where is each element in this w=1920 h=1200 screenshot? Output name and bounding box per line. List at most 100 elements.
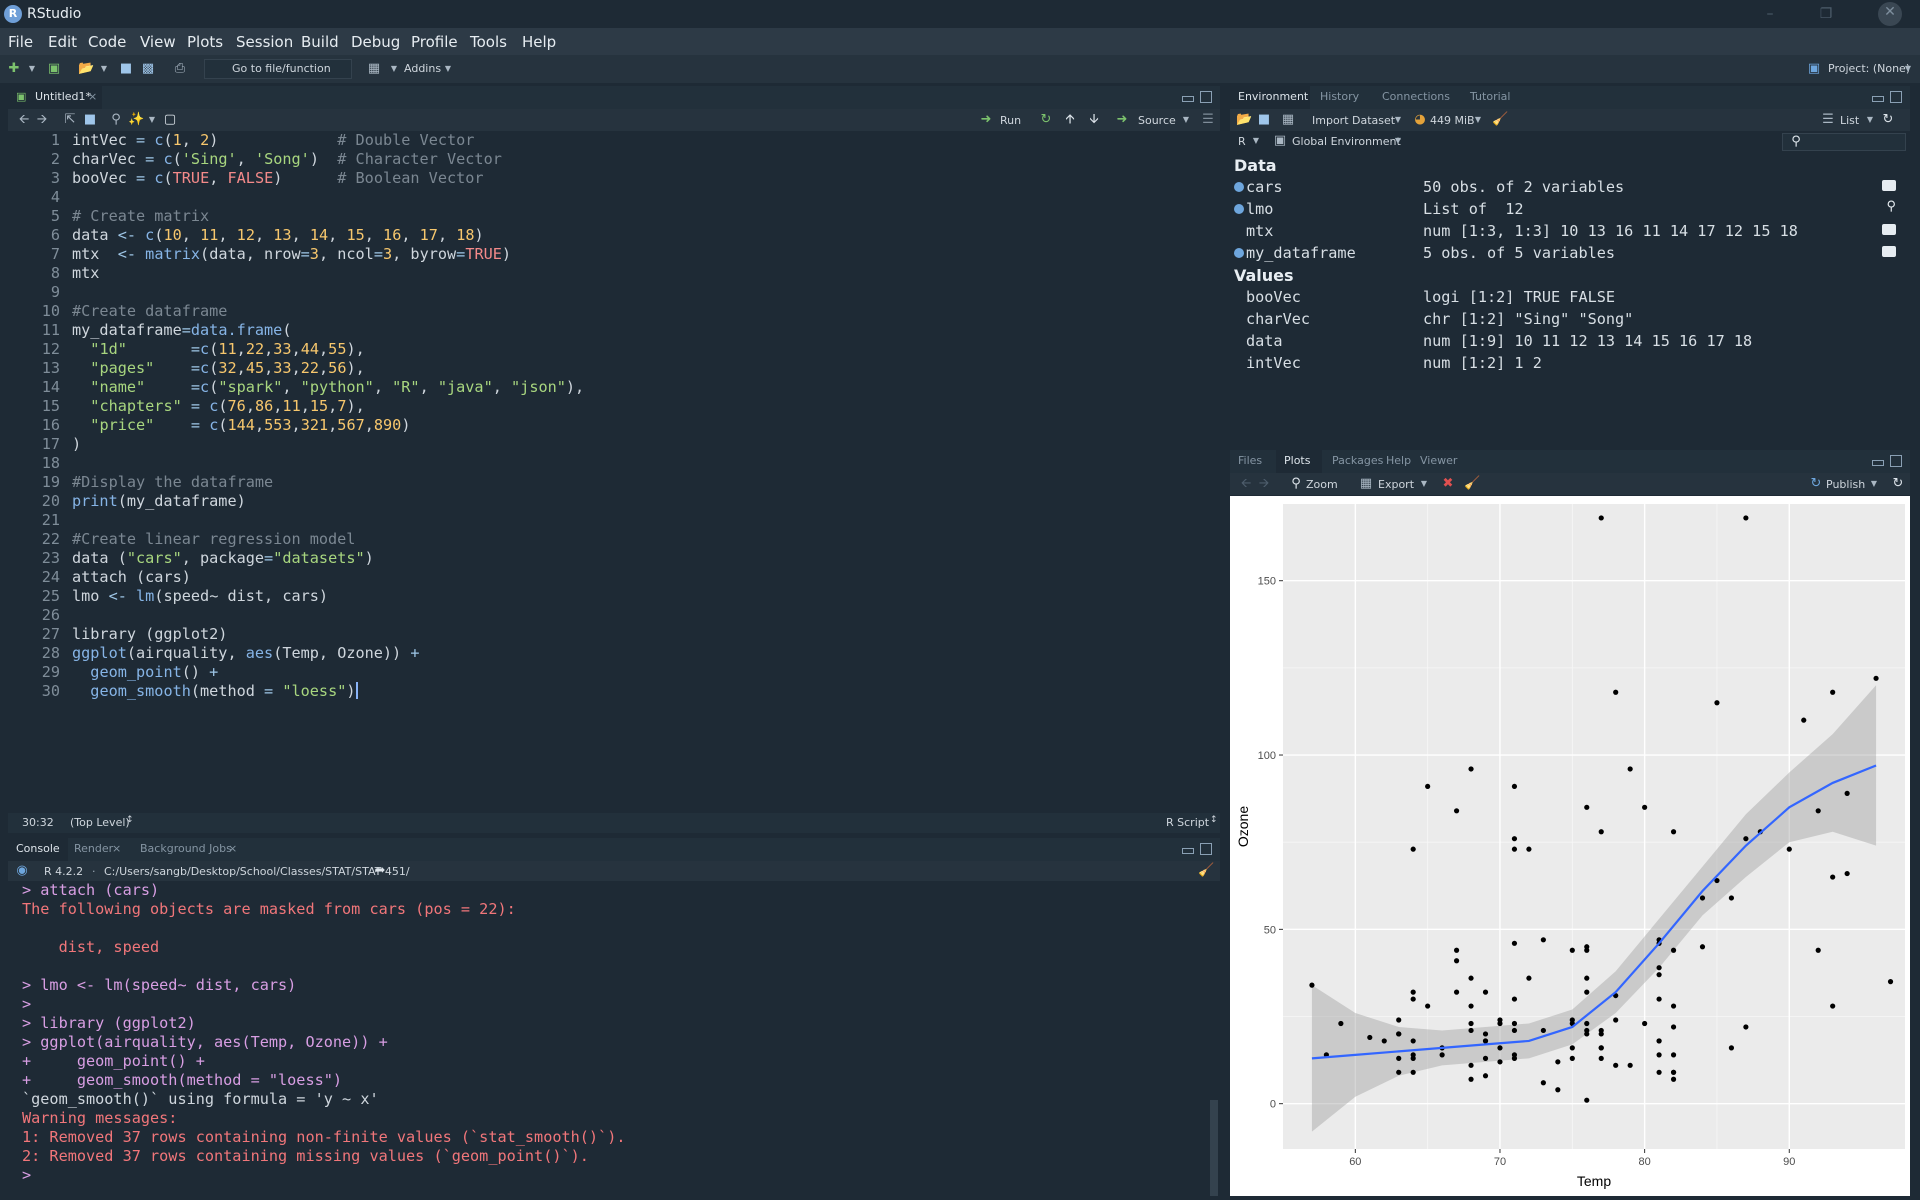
addins-button[interactable]: Addins bbox=[404, 62, 442, 75]
memory-usage[interactable]: 449 MiB bbox=[1430, 114, 1475, 127]
close-tab-icon[interactable]: × bbox=[112, 842, 122, 855]
refresh-icon[interactable]: ↻ bbox=[1882, 112, 1894, 127]
minimize-icon[interactable]: – bbox=[1766, 6, 1774, 22]
environment-row[interactable]: intVec num [1:2] 1 2 bbox=[1230, 351, 1910, 373]
chevron-down-icon[interactable]: ▼ bbox=[1870, 479, 1878, 488]
chevron-down-icon[interactable]: ▼ bbox=[1182, 115, 1190, 124]
tab-help[interactable]: Help bbox=[1386, 454, 1412, 467]
tab-packages[interactable]: Packages bbox=[1332, 454, 1384, 467]
working-directory[interactable]: C:/Users/sangb/Desktop/School/Classes/ST… bbox=[104, 865, 410, 878]
save-icon[interactable]: ■ bbox=[83, 112, 97, 127]
file-type-selector[interactable]: R Script bbox=[1166, 816, 1210, 829]
chevron-down-icon[interactable]: ▼ bbox=[444, 64, 452, 73]
maximize-pane-icon[interactable] bbox=[1890, 91, 1902, 103]
back-arrow-icon[interactable]: 🡨 bbox=[18, 112, 30, 127]
tab-connections[interactable]: Connections bbox=[1382, 90, 1450, 103]
expand-icon[interactable] bbox=[1234, 248, 1244, 258]
code-line[interactable]: mtx <- matrix(data, nrow=3, ncol=3, byro… bbox=[72, 245, 512, 263]
console-scrollbar[interactable] bbox=[1210, 1100, 1218, 1196]
chevron-down-icon[interactable]: ▼ bbox=[1394, 136, 1402, 145]
code-line[interactable]: attach (cars) bbox=[72, 568, 191, 586]
goto-file-input[interactable] bbox=[204, 59, 352, 79]
tab-files[interactable]: Files bbox=[1238, 454, 1263, 467]
maximize-pane-icon[interactable] bbox=[1890, 455, 1902, 467]
menu-code[interactable]: Code bbox=[88, 33, 127, 51]
code-line[interactable]: "1d" =c(11,22,33,44,55), bbox=[90, 340, 365, 358]
chevron-down-icon[interactable]: ▼ bbox=[100, 64, 108, 73]
grid-layout-icon[interactable]: ▦ bbox=[367, 61, 381, 76]
rerun-icon[interactable]: ↻ bbox=[1040, 112, 1052, 127]
broom-icon[interactable]: 🧹 bbox=[1492, 112, 1509, 127]
code-line[interactable]: #Display the dataframe bbox=[72, 473, 274, 491]
menu-build[interactable]: Build bbox=[301, 33, 339, 51]
environment-search-input[interactable] bbox=[1782, 133, 1906, 151]
view-mode-selector[interactable]: List bbox=[1840, 114, 1860, 127]
scope-selector[interactable]: Global Environment bbox=[1292, 135, 1401, 148]
tab-background-jobs[interactable]: Background Jobs bbox=[140, 842, 232, 855]
code-line[interactable]: #Create dataframe bbox=[72, 302, 228, 320]
forward-arrow-icon[interactable]: 🡪 bbox=[36, 112, 48, 127]
environment-row[interactable]: cars 50 obs. of 2 variables bbox=[1230, 175, 1910, 197]
language-selector[interactable]: R bbox=[1238, 135, 1246, 148]
scope-selector[interactable]: (Top Level) bbox=[70, 816, 130, 829]
code-line[interactable]: library (ggplot2) bbox=[72, 625, 228, 643]
down-arrow-icon[interactable]: 🡫 bbox=[1089, 112, 1099, 127]
publish-button[interactable]: Publish bbox=[1826, 478, 1866, 491]
menu-help[interactable]: Help bbox=[522, 33, 557, 51]
menu-view[interactable]: View bbox=[140, 33, 176, 51]
minimize-pane-icon[interactable] bbox=[1182, 96, 1194, 102]
code-line[interactable]: geom_smooth(method = "loess") bbox=[90, 682, 356, 700]
menu-plots[interactable]: Plots bbox=[187, 33, 224, 51]
code-line[interactable]: mtx bbox=[72, 264, 100, 282]
clear-console-icon[interactable]: 🧹 bbox=[1198, 863, 1215, 878]
save-icon[interactable]: ■ bbox=[1257, 112, 1271, 127]
code-line[interactable]: my_dataframe=data.frame( bbox=[72, 321, 292, 339]
new-project-icon[interactable]: ▣ bbox=[47, 61, 61, 76]
chevron-down-icon[interactable]: ▼ bbox=[1252, 136, 1260, 145]
menu-session[interactable]: Session bbox=[236, 33, 294, 51]
publish-icon[interactable]: ↻ bbox=[1810, 476, 1822, 491]
expand-icon[interactable] bbox=[1234, 182, 1244, 192]
code-line[interactable]: lmo <- lm(speed~ dist, cars) bbox=[72, 587, 329, 605]
menu-tools[interactable]: Tools bbox=[470, 33, 507, 51]
code-area[interactable]: 1 intVec = c(1, 2) # Double Vector 2 charVe… bbox=[8, 131, 1220, 811]
tab-console[interactable]: Console bbox=[16, 842, 60, 855]
chevron-down-icon[interactable]: ▼ bbox=[1394, 115, 1402, 124]
tab-history[interactable]: History bbox=[1320, 90, 1360, 103]
run-icon[interactable]: ➜ bbox=[980, 112, 992, 127]
environment-row[interactable]: mtx num [1:3, 1:3] 10 13 16 11 14 17 12 1… bbox=[1230, 219, 1910, 241]
maximize-pane-icon[interactable] bbox=[1200, 91, 1212, 103]
new-file-icon[interactable]: ✚ bbox=[8, 61, 20, 76]
print-icon[interactable]: ⎙ bbox=[174, 61, 186, 76]
import-dataset-button[interactable]: Import Dataset bbox=[1312, 114, 1396, 127]
broom-icon[interactable]: 🧹 bbox=[1464, 476, 1481, 491]
maximize-pane-icon[interactable] bbox=[1200, 843, 1212, 855]
save-all-icon[interactable]: ▩ bbox=[141, 61, 155, 76]
export-button[interactable]: Export bbox=[1378, 478, 1415, 491]
search-icon[interactable]: ⚲ bbox=[1886, 199, 1896, 214]
up-arrow-icon[interactable]: 🡩 bbox=[1065, 112, 1075, 127]
outline-icon[interactable]: ☰ bbox=[1202, 112, 1214, 127]
close-icon[interactable]: ✕ bbox=[1878, 2, 1902, 26]
code-line[interactable]: "price" = c(144,553,321,567,890) bbox=[90, 416, 411, 434]
save-icon[interactable]: ■ bbox=[119, 61, 133, 76]
code-line[interactable]: data ("cars", package="datasets") bbox=[72, 549, 374, 567]
environment-row[interactable]: charVec chr [1:2] "Sing" "Song" bbox=[1230, 307, 1910, 329]
find-icon[interactable]: ⚲ bbox=[111, 112, 121, 127]
menu-edit[interactable]: Edit bbox=[48, 33, 78, 51]
forward-arrow-icon[interactable]: 🡪 bbox=[1258, 476, 1270, 491]
minimize-pane-icon[interactable] bbox=[1872, 96, 1884, 102]
goto-directory-icon[interactable]: ➦ bbox=[374, 863, 386, 878]
remove-plot-icon[interactable]: ✖ bbox=[1442, 476, 1454, 491]
tab-untitled1[interactable]: Untitled1* bbox=[35, 90, 92, 103]
grid-icon[interactable] bbox=[1882, 246, 1896, 257]
expand-icon[interactable] bbox=[1234, 204, 1244, 214]
console-output[interactable]: > attach (cars) The following objects are… bbox=[8, 881, 1208, 1200]
maximize-icon[interactable]: ❐ bbox=[1819, 6, 1833, 22]
chevron-down-icon[interactable]: ▼ bbox=[1420, 479, 1428, 488]
code-line[interactable]: "name" =c("spark", "python", "R", "java"… bbox=[90, 378, 585, 396]
menu-debug[interactable]: Debug bbox=[351, 33, 401, 51]
chevron-down-icon[interactable]: ▼ bbox=[28, 64, 36, 73]
code-line[interactable]: "chapters" = c(76,86,11,15,7), bbox=[90, 397, 365, 415]
refresh-icon[interactable]: ↻ bbox=[1892, 476, 1904, 491]
